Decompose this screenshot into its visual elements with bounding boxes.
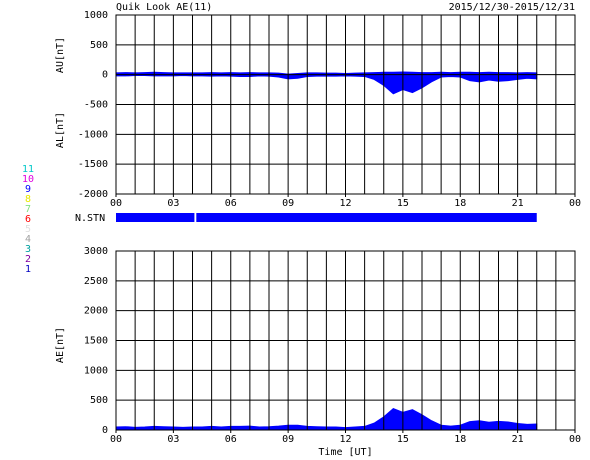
y-tick-label: 2500 [84, 276, 108, 287]
x-tick-label: 00 [569, 198, 581, 209]
y-tick-label: 0 [102, 70, 108, 81]
x-tick-label: 03 [167, 198, 179, 209]
station-number: 10 [22, 174, 34, 185]
y-tick-label: 500 [90, 40, 108, 51]
y-tick-label: 1500 [84, 336, 108, 347]
y-tick-label: 1000 [84, 365, 108, 376]
x-tick-label: 00 [110, 434, 122, 445]
x-tick-label: 03 [167, 434, 179, 445]
station-number: 6 [25, 214, 31, 225]
n-stn-bar [116, 213, 195, 222]
x-tick-label: 06 [225, 198, 237, 209]
chart-title: Quik Look AE(11) [116, 2, 212, 13]
y-axis-label: AL[nT] [55, 112, 66, 148]
x-tick-label: 15 [397, 434, 409, 445]
station-number: 11 [22, 164, 34, 175]
area [115, 74, 538, 95]
n-stn-bar [196, 213, 537, 222]
y-tick-label: 1000 [84, 10, 108, 21]
y-tick-label: -1000 [78, 129, 108, 140]
x-tick-label: 18 [454, 434, 466, 445]
x-tick-label: 06 [225, 434, 237, 445]
area [115, 407, 538, 431]
y-tick-label: -2000 [78, 189, 108, 200]
x-axis-label: Time [UT] [318, 447, 372, 458]
x-tick-label: 12 [339, 198, 351, 209]
y-tick-label: -500 [84, 100, 108, 111]
station-number: 7 [25, 204, 31, 215]
x-tick-label: 18 [454, 198, 466, 209]
y-tick-label: 3000 [84, 246, 108, 257]
x-tick-label: 12 [339, 434, 351, 445]
y-tick-label: 2000 [84, 306, 108, 317]
n-stn-label: N.STN [75, 213, 105, 224]
x-tick-label: 09 [282, 198, 294, 209]
x-tick-label: 21 [512, 434, 524, 445]
x-tick-label: 09 [282, 434, 294, 445]
station-number: 5 [25, 224, 31, 235]
station-number: 3 [25, 244, 31, 255]
x-tick-label: 00 [569, 434, 581, 445]
x-tick-label: 21 [512, 198, 524, 209]
date-range: 2015/12/30-2015/12/31 [449, 2, 575, 13]
y-tick-label: 0 [102, 425, 108, 436]
station-number: 9 [25, 184, 31, 195]
y-tick-label: 500 [90, 395, 108, 406]
station-number: 1 [25, 264, 31, 275]
station-number: 8 [25, 194, 31, 205]
y-tick-label: -1500 [78, 159, 108, 170]
station-number: 4 [25, 234, 31, 245]
y-axis-label: AE[nT] [55, 327, 66, 363]
y-axis-label: AU[nT] [55, 37, 66, 73]
station-number: 2 [25, 254, 31, 265]
x-tick-label: 15 [397, 198, 409, 209]
x-tick-label: 00 [110, 198, 122, 209]
